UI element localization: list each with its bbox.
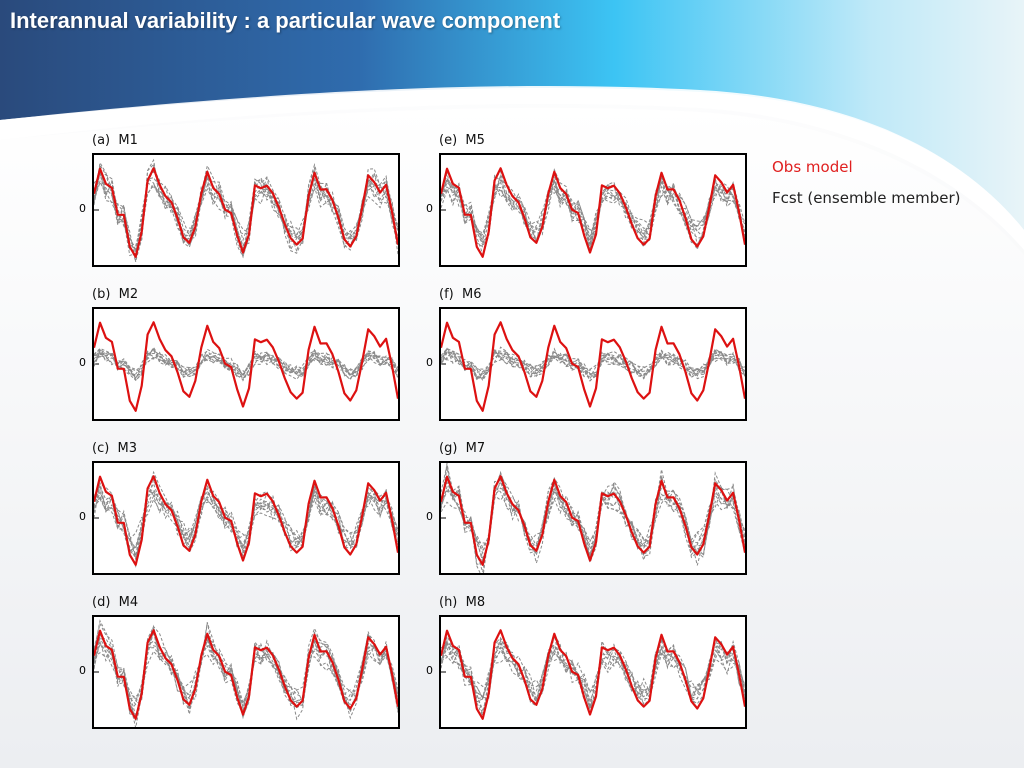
- y-tick-zero: 0: [426, 356, 433, 369]
- obs-line: [94, 321, 398, 412]
- chart-plot-area: [441, 463, 745, 573]
- panel-title: (g) M7: [439, 441, 486, 456]
- chart-panel: [92, 307, 400, 421]
- obs-line: [441, 167, 745, 258]
- chart-panel: [439, 153, 747, 267]
- chart-plot-area: [94, 619, 398, 727]
- legend-obs-model: Obs model: [772, 158, 853, 176]
- chart-plot-area: [441, 629, 745, 720]
- y-tick-zero: 0: [79, 510, 86, 523]
- chart-plot-area: [94, 158, 398, 263]
- fcst-ensemble-line: [441, 180, 745, 247]
- panel-title: (e) M5: [439, 133, 485, 148]
- y-tick-zero: 0: [426, 510, 433, 523]
- obs-line: [441, 629, 745, 720]
- chart-plot-area: [94, 470, 398, 568]
- panel-title: (c) M3: [92, 441, 138, 456]
- panel-title: (f) M6: [439, 287, 482, 302]
- fcst-ensemble-line: [441, 349, 745, 380]
- obs-line: [94, 167, 398, 258]
- y-tick-zero: 0: [79, 356, 86, 369]
- chart-plot-area: [94, 321, 398, 412]
- fcst-ensemble-line: [94, 350, 398, 381]
- y-tick-zero: 0: [79, 202, 86, 215]
- fcst-ensemble-line: [441, 179, 745, 241]
- fcst-ensemble-line: [441, 174, 745, 244]
- y-tick-zero: 0: [426, 664, 433, 677]
- fcst-ensemble-line: [441, 647, 745, 703]
- obs-line: [94, 475, 398, 566]
- slide-title: Interannual variability : a particular w…: [10, 8, 561, 33]
- fcst-ensemble-line: [441, 635, 745, 711]
- fcst-ensemble-line: [441, 476, 745, 555]
- fcst-ensemble-line: [94, 489, 398, 550]
- y-tick-zero: 0: [426, 202, 433, 215]
- obs-line: [441, 321, 745, 412]
- chart-panel: [92, 461, 400, 575]
- panel-title: (b) M2: [92, 287, 139, 302]
- fcst-ensemble-line: [441, 469, 745, 573]
- chart-panel: [439, 461, 747, 575]
- fcst-ensemble-line: [441, 635, 745, 716]
- fcst-ensemble-line: [94, 173, 398, 251]
- fcst-ensemble-line: [94, 619, 398, 727]
- panel-title: (d) M4: [92, 595, 139, 610]
- fcst-ensemble-line: [441, 348, 745, 382]
- panel-title: (a) M1: [92, 133, 138, 148]
- chart-panel: [92, 153, 400, 267]
- obs-line: [94, 629, 398, 720]
- obs-line: [441, 475, 745, 566]
- chart-panel: [439, 307, 747, 421]
- y-tick-zero: 0: [79, 664, 86, 677]
- chart-plot-area: [441, 321, 745, 412]
- chart-plot-area: [441, 167, 745, 258]
- fcst-ensemble-line: [94, 631, 398, 718]
- fcst-ensemble-line: [441, 173, 745, 246]
- panel-title: (h) M8: [439, 595, 486, 610]
- chart-panel: [92, 615, 400, 729]
- fcst-ensemble-line: [441, 463, 745, 573]
- fcst-ensemble-line: [441, 350, 745, 381]
- fcst-ensemble-line: [94, 488, 398, 554]
- chart-panel: [439, 615, 747, 729]
- legend-fcst-ensemble: Fcst (ensemble member): [772, 189, 961, 207]
